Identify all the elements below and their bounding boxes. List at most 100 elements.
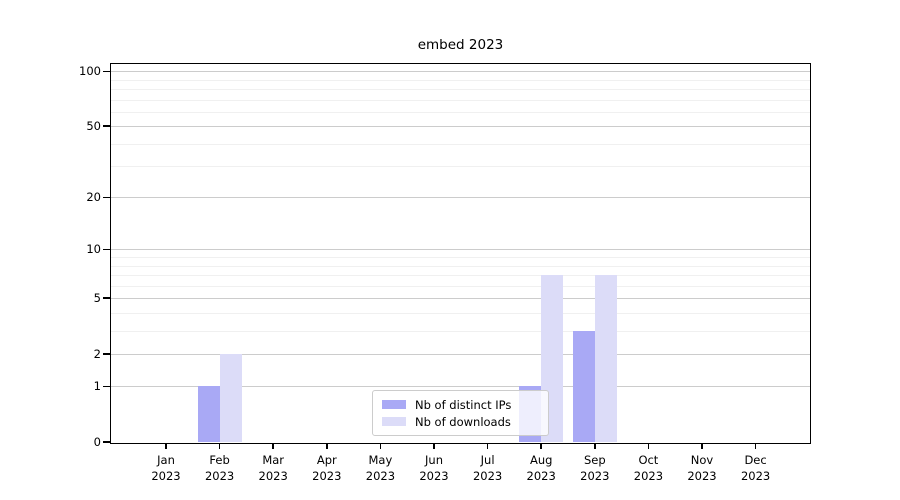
legend-swatch-icon [382, 417, 406, 426]
y-tick-label: 0 [93, 435, 101, 449]
x-tick-label: Jul 2023 [473, 452, 502, 484]
bar-distinct-ips [197, 386, 220, 442]
x-tick-year: 2023 [365, 469, 396, 483]
x-tick-year: 2023 [258, 469, 288, 483]
x-tick-mark [218, 443, 221, 449]
x-tick-month: Apr [316, 453, 337, 467]
major-gridline [111, 126, 810, 128]
minor-gridline [111, 257, 810, 259]
bar-downloads [219, 353, 242, 442]
minor-gridline [111, 274, 810, 276]
x-tick-year: 2023 [687, 469, 717, 483]
minor-gridline [111, 330, 810, 332]
y-tick-mark [102, 70, 110, 73]
legend-row: Nb of distinct IPs [382, 398, 539, 412]
legend: Nb of distinct IPs Nb of downloads [372, 390, 549, 436]
minor-gridline [111, 99, 810, 101]
x-tick-mark [647, 443, 650, 449]
x-tick-label: Apr 2023 [312, 452, 341, 484]
major-gridline [111, 298, 810, 300]
x-tick-year: 2023 [204, 469, 235, 483]
y-tick-mark [102, 353, 110, 355]
y-tick-mark [102, 385, 110, 388]
x-tick-mark [701, 443, 703, 449]
bars-layer [111, 64, 810, 443]
bar-distinct-ips [572, 330, 595, 442]
legend-swatch-icon [382, 400, 406, 409]
x-tick-label: Oct 2023 [634, 452, 663, 484]
major-gridline [111, 71, 810, 73]
x-tick-month: Jun [425, 453, 443, 467]
x-tick-year: 2023 [151, 469, 181, 483]
x-tick-month: Nov [690, 453, 714, 467]
y-tick-label: 10 [86, 242, 101, 257]
x-tick-label: Sep 2023 [580, 452, 609, 484]
legend-label: Nb of downloads [415, 414, 511, 429]
x-tick-mark [754, 443, 757, 449]
x-tick-month: Jul [480, 453, 495, 467]
x-tick-year: 2023 [312, 469, 342, 483]
x-tick-label: Dec 2023 [741, 452, 770, 484]
chart-title: embed 2023 [417, 37, 504, 53]
major-gridline [111, 386, 810, 388]
x-tick-mark [540, 443, 542, 449]
x-tick-mark [272, 443, 274, 449]
x-tick-mark [486, 443, 489, 449]
x-tick-label: Nov 2023 [687, 452, 716, 484]
plot-area: 0 1 2 5 10 20 50 100 Jan 2023 Feb 2023 Mar 2023 Apr 202… [79, 63, 811, 483]
minor-gridline [111, 265, 810, 267]
y-tick-label: 50 [86, 119, 101, 134]
x-tick-month: May [368, 453, 393, 467]
x-tick-month: Mar [262, 453, 285, 467]
x-tick-label: Mar 2023 [259, 452, 288, 484]
y-tick-mark [102, 441, 110, 443]
y-tick-mark [102, 248, 110, 251]
y-tick-mark [102, 297, 110, 299]
minor-gridline [111, 143, 810, 145]
axis-ticks-layer: 0 1 2 5 10 20 50 100 Jan 2023 Feb 2023 Mar 2023 Apr 202… [79, 64, 810, 483]
x-tick-mark [326, 443, 328, 449]
minor-gridline [111, 79, 810, 81]
x-tick-year: 2023 [419, 469, 449, 483]
x-tick-month: Sep [583, 453, 606, 467]
major-gridline [111, 353, 810, 355]
minor-gridline [111, 89, 810, 91]
x-tick-label: Jun 2023 [419, 452, 448, 484]
y-tick-label: 20 [86, 190, 101, 205]
x-tick-month: Aug [529, 453, 553, 467]
x-tick-label: Jan 2023 [151, 452, 180, 484]
y-tick-label: 100 [79, 64, 101, 79]
x-tick-year: 2023 [472, 469, 503, 483]
minor-gridline [111, 312, 810, 314]
x-tick-mark [165, 443, 167, 449]
x-tick-mark [379, 443, 382, 449]
y-tick-label: 1 [93, 379, 101, 394]
x-tick-year: 2023 [633, 469, 664, 483]
minor-gridline [111, 111, 810, 113]
legend-label: Nb of distinct IPs [415, 397, 512, 412]
gridlines-layer [111, 64, 810, 443]
x-tick-year: 2023 [740, 469, 771, 483]
y-tick-label: 5 [93, 291, 101, 306]
major-gridline [111, 197, 810, 199]
y-tick-mark [102, 125, 110, 127]
minor-gridline [111, 285, 810, 287]
legend-row: Nb of downloads [382, 415, 539, 429]
x-tick-month: Oct [638, 453, 659, 467]
x-tick-label: May 2023 [366, 452, 395, 484]
x-tick-label: Feb 2023 [205, 452, 234, 484]
x-tick-month: Dec [744, 453, 767, 467]
x-tick-year: 2023 [526, 469, 556, 483]
x-tick-month: Feb [209, 453, 230, 467]
x-tick-mark [433, 443, 435, 449]
y-tick-label: 2 [93, 346, 101, 361]
x-tick-month: Jan [157, 453, 175, 467]
minor-gridline [111, 166, 810, 168]
x-tick-mark [594, 443, 596, 449]
major-gridline [111, 249, 810, 251]
x-tick-label: Aug 2023 [527, 452, 556, 484]
bar-downloads [594, 274, 617, 442]
y-tick-mark [102, 196, 110, 199]
x-tick-year: 2023 [580, 469, 610, 483]
